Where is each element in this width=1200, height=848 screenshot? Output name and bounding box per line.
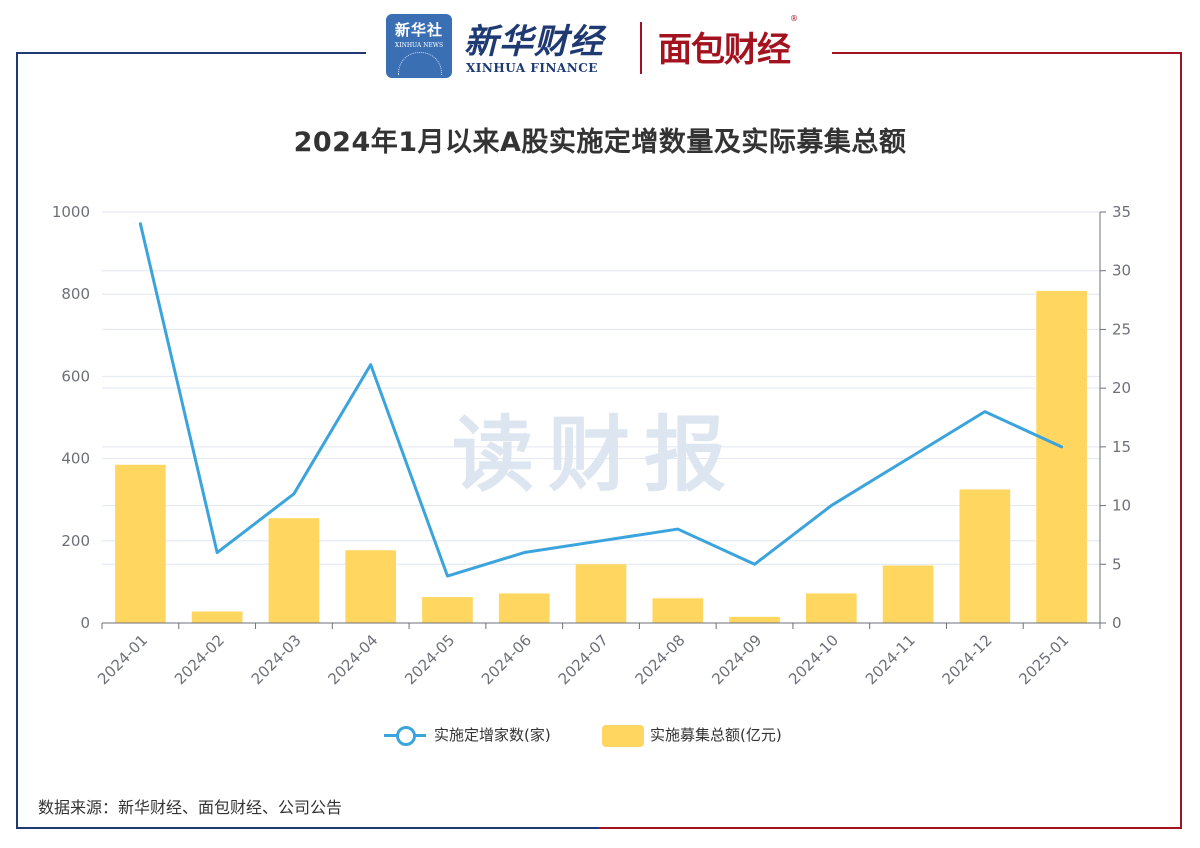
legend-circle-icon [396, 726, 416, 746]
y-right-tick-label: 10 [1112, 497, 1131, 515]
frame-top-left-border [16, 52, 366, 54]
bar [268, 518, 320, 623]
x-tick-label: 2024-04 [324, 631, 381, 688]
line-series [138, 222, 1064, 578]
chart-title: 2024年1月以来A股实施定增数量及实际募集总额 [293, 127, 907, 158]
bar [575, 564, 627, 623]
y-right-tick-label: 15 [1112, 438, 1131, 456]
xinhua-badge-cn: 新华社 [394, 21, 443, 39]
y-left-tick-label: 1000 [52, 203, 90, 221]
bar [191, 611, 243, 623]
bar [882, 565, 934, 623]
frame-right-border [1180, 52, 1182, 828]
x-tick-label: 2024-08 [632, 631, 689, 688]
y-right-tick-label: 20 [1112, 379, 1131, 397]
x-tick-label: 2024-12 [939, 631, 996, 688]
bar [1036, 290, 1087, 623]
y-left-tick-label: 800 [61, 285, 90, 303]
y-right-tick-label: 0 [1112, 614, 1122, 632]
series-line [138, 222, 1064, 578]
y-left-tick-label: 600 [61, 367, 90, 385]
bar [422, 597, 473, 623]
source-note: 数据来源：新华财经、面包财经、公司公告 [38, 798, 343, 817]
bar-series [115, 290, 1087, 623]
xinhua-finance-logo-en: XINHUA FINANCE [466, 61, 598, 75]
xinhua-news-logo: 新华社 XINHUA NEWS [386, 14, 452, 78]
y-right-tick-label: 5 [1112, 555, 1122, 573]
bar [959, 489, 1011, 623]
bar [729, 616, 780, 623]
registered-mark: ® [790, 14, 798, 23]
bar [652, 598, 704, 623]
watermark: 读财报 [452, 408, 741, 503]
bar [498, 593, 550, 623]
x-tick-label: 2024-10 [785, 631, 842, 688]
bar [115, 464, 166, 623]
y-right-tick-label: 25 [1112, 320, 1131, 338]
x-tick-label: 2024-11 [862, 631, 919, 688]
y-left-tick-label: 400 [61, 450, 90, 468]
brand-header: 新华社 XINHUA NEWS 新华财经 XINHUA FINANCE 面包财经… [386, 14, 816, 78]
x-tick-label: 2024-02 [171, 631, 228, 688]
mianbao-finance-logo: 面包财经 [658, 30, 791, 70]
y-left-tick-label: 0 [80, 614, 90, 632]
xinhua-badge-en: XINHUA NEWS [394, 42, 444, 49]
frame-left-border [16, 52, 18, 828]
header-divider [640, 22, 642, 74]
y-left-tick-label: 200 [61, 532, 90, 550]
frame-bottom-border [16, 827, 1182, 829]
x-tick-label: 2024-01 [94, 631, 151, 688]
bar [805, 593, 857, 623]
x-tick-label: 2024-05 [401, 631, 458, 688]
x-tick-label: 2025-01 [1015, 631, 1072, 688]
axes [101, 211, 1106, 629]
frame-top-right-border [832, 52, 1182, 54]
legend-label-amount: 实施募集总额(亿元) [650, 726, 782, 744]
x-tick-label: 2024-06 [478, 631, 535, 688]
x-tick-label: 2024-03 [248, 631, 305, 688]
legend-label-count: 实施定增家数(家) [434, 726, 551, 744]
y-right-tick-label: 30 [1112, 262, 1131, 280]
xinhua-finance-logo-cn: 新华财经 [464, 22, 604, 62]
legend-bar-swatch [602, 725, 644, 747]
y-right-tick-label: 35 [1112, 203, 1131, 221]
x-tick-label: 2024-07 [555, 631, 612, 688]
bar [345, 550, 397, 623]
x-tick-label: 2024-09 [708, 631, 765, 688]
